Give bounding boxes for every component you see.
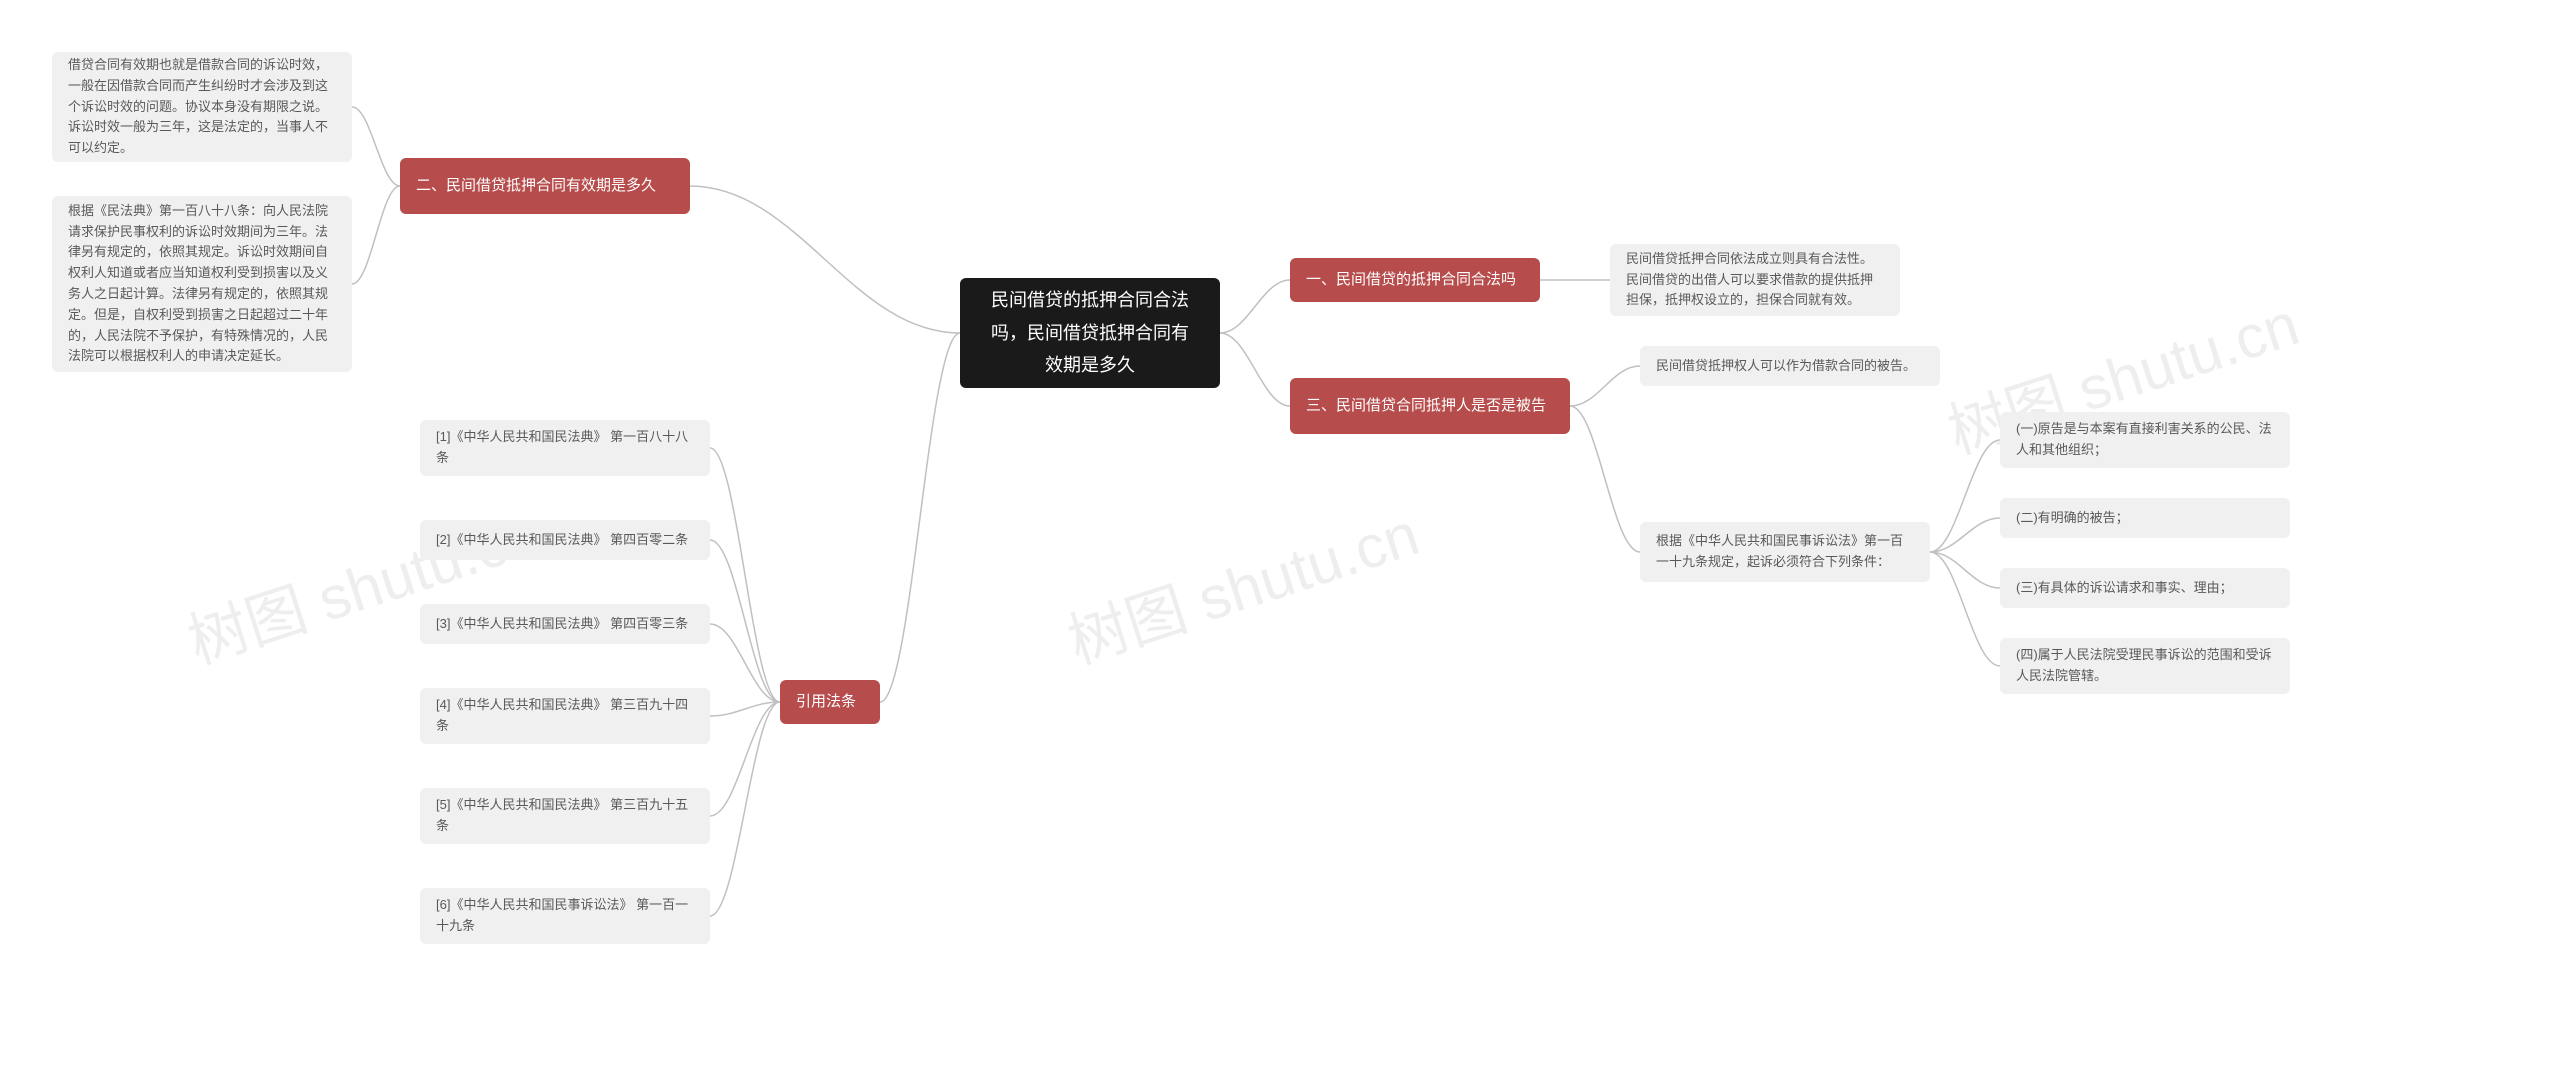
- branch-section-1: 一、民间借贷的抵押合同合法吗: [1290, 258, 1540, 302]
- leaf-b4c3: [3]《中华人民共和国民法典》 第四百零三条: [420, 604, 710, 644]
- leaf-b3c2b: (二)有明确的被告；: [2000, 498, 2290, 538]
- leaf-b1c1: 民间借贷抵押合同依法成立则具有合法性。民间借贷的出借人可以要求借款的提供抵押担保…: [1610, 244, 1900, 316]
- branch-section-2: 二、民间借贷抵押合同有效期是多久: [400, 158, 690, 214]
- leaf-b4c5: [5]《中华人民共和国民法典》 第三百九十五条: [420, 788, 710, 844]
- watermark-1: 树图 shutu.cn: [175, 486, 548, 681]
- leaf-b3c2c: (三)有具体的诉讼请求和事实、理由；: [2000, 568, 2290, 608]
- leaf-b3c1: 民间借贷抵押权人可以作为借款合同的被告。: [1640, 346, 1940, 386]
- leaf-b4c2: [2]《中华人民共和国民法典》 第四百零二条: [420, 520, 710, 560]
- watermark-2: 树图 shutu.cn: [1055, 486, 1428, 681]
- branch-section-3: 三、民间借贷合同抵押人是否是被告: [1290, 378, 1570, 434]
- leaf-b3c2a: (一)原告是与本案有直接利害关系的公民、法人和其他组织；: [2000, 412, 2290, 468]
- root-node: 民间借贷的抵押合同合法吗，民间借贷抵押合同有效期是多久: [960, 278, 1220, 388]
- leaf-b3c2: 根据《中华人民共和国民事诉讼法》第一百一十九条规定，起诉必须符合下列条件：: [1640, 522, 1930, 582]
- leaf-b4c6: [6]《中华人民共和国民事诉讼法》 第一百一十九条: [420, 888, 710, 944]
- branch-references: 引用法条: [780, 680, 880, 724]
- leaf-b4c4: [4]《中华人民共和国民法典》 第三百九十四条: [420, 688, 710, 744]
- leaf-b2c2: 根据《民法典》第一百八十八条：向人民法院请求保护民事权利的诉讼时效期间为三年。法…: [52, 196, 352, 372]
- leaf-b3c2d: (四)属于人民法院受理民事诉讼的范围和受诉人民法院管辖。: [2000, 638, 2290, 694]
- connector-layer: [0, 0, 2560, 1079]
- leaf-b4c1: [1]《中华人民共和国民法典》 第一百八十八条: [420, 420, 710, 476]
- leaf-b2c1: 借贷合同有效期也就是借款合同的诉讼时效，一般在因借款合同而产生纠纷时才会涉及到这…: [52, 52, 352, 162]
